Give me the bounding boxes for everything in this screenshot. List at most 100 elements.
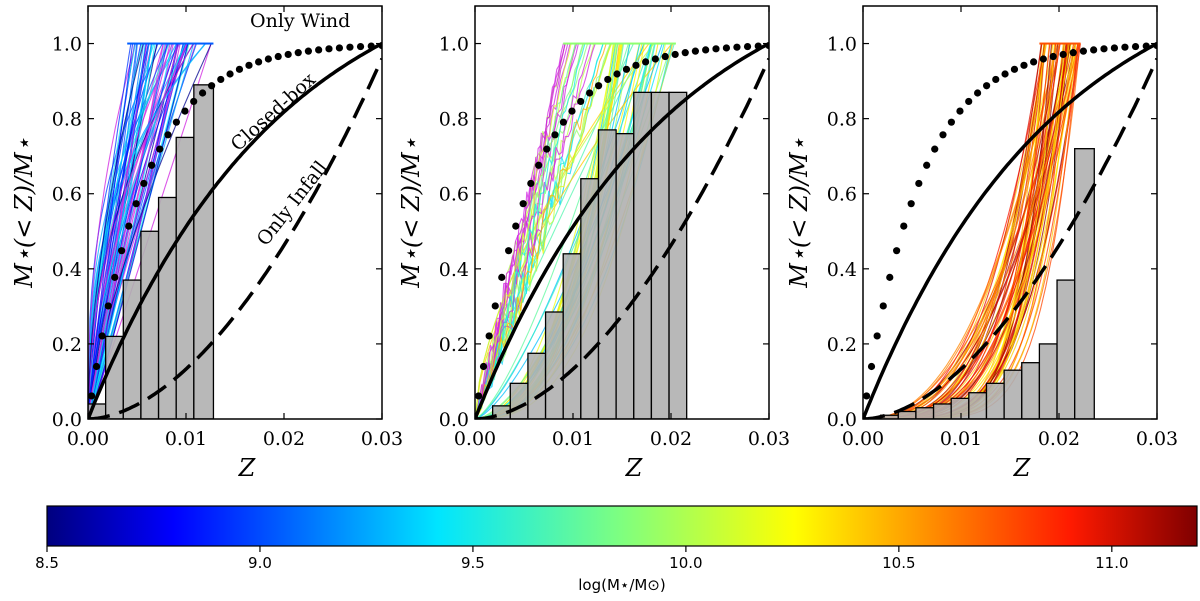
x-axis-title: Z (238, 454, 257, 482)
histogram-bar (615, 133, 635, 419)
histogram-bar (968, 392, 988, 419)
colorbar-tick-label: 9.5 (461, 554, 485, 572)
only-wind-point (983, 82, 991, 90)
only-wind-point (1030, 58, 1038, 66)
histogram-bar (580, 178, 600, 419)
only-wind-point (886, 273, 894, 281)
only-wind-point (893, 247, 901, 255)
only-wind-point (98, 332, 106, 340)
histogram-bar (157, 196, 177, 419)
only-wind-point (88, 392, 96, 400)
only-wind-point (519, 200, 527, 208)
only-wind-point (923, 161, 931, 169)
plot-area (88, 41, 382, 419)
only-wind-point (315, 46, 323, 54)
histogram-bar (1021, 362, 1041, 419)
galaxy-track (475, 43, 645, 419)
only-wind-point (931, 145, 939, 153)
only-wind-point (1131, 42, 1140, 51)
only-wind-point (691, 47, 699, 55)
colorbar-tick-label: 10.5 (882, 554, 915, 572)
only-wind-point (485, 332, 493, 340)
galaxy-track (475, 43, 607, 419)
only-wind-point (356, 42, 365, 51)
only-wind-point (1090, 46, 1098, 54)
only-wind-point (681, 49, 689, 57)
histogram-bar (932, 403, 952, 419)
galaxy-track (88, 43, 144, 419)
y-tick-label: 0.6 (52, 184, 82, 206)
only-infall-curve (88, 57, 382, 419)
axes-frame (87, 5, 383, 420)
histogram-bar (985, 382, 1005, 419)
only-wind-point (712, 45, 720, 53)
histogram-bar (193, 84, 215, 419)
annotation-only-wind: Only Wind (250, 10, 350, 32)
only-wind-point (1001, 70, 1009, 78)
only-wind-point (156, 145, 164, 153)
colorbar-tick-label: 10.0 (669, 554, 702, 572)
galaxy-track (475, 43, 572, 419)
x-tick-label: 0.00 (454, 428, 496, 450)
only-wind-point (1142, 42, 1150, 50)
y-axis-title: M⋆(< Z)/M⋆ (785, 137, 813, 288)
only-wind-point (535, 161, 543, 169)
axes-frame (862, 5, 1158, 420)
only-wind-point (475, 415, 479, 419)
only-wind-point (863, 392, 871, 400)
x-tick-label: 0.03 (748, 428, 790, 450)
only-wind-point (164, 131, 172, 139)
only-wind-point (604, 75, 612, 84)
only-wind-point (613, 70, 621, 78)
y-axis-title: M⋆(< Z)/M⋆ (10, 137, 38, 288)
only-wind-point (181, 107, 189, 115)
y-tick-label: 0.0 (439, 409, 469, 431)
only-wind-point (551, 131, 559, 139)
y-tick-label: 0.2 (52, 334, 82, 356)
only-wind-point (595, 82, 603, 90)
closed-box-curve (475, 41, 769, 419)
axes-frame (474, 5, 770, 420)
track-top-band (1039, 42, 1081, 45)
only-wind-point (1121, 43, 1129, 51)
only-wind-point (325, 45, 333, 53)
only-wind-point (754, 42, 762, 50)
only-wind-point (1049, 52, 1057, 61)
only-wind-point (148, 161, 156, 169)
only-wind-point (172, 118, 180, 126)
galaxy-track (88, 43, 137, 419)
only-wind-point (284, 50, 292, 59)
only-wind-point (505, 247, 513, 255)
galaxy-track (88, 43, 174, 419)
only-wind-point (140, 179, 148, 188)
only-wind-point (1110, 44, 1119, 52)
x-tick-label: 0.02 (263, 428, 305, 450)
y-tick-label: 0.8 (439, 109, 469, 131)
only-wind-point (118, 247, 126, 255)
histogram-bar (562, 253, 582, 419)
x-tick-label: 0.01 (165, 428, 207, 450)
only-wind-point (208, 82, 216, 90)
x-axis-title: Z (625, 454, 644, 482)
y-tick-label: 0.6 (827, 184, 857, 206)
y-tick-label: 0.8 (52, 109, 82, 131)
only-wind-point (264, 55, 272, 63)
only-wind-point (873, 332, 881, 340)
only-wind-point (743, 42, 752, 51)
y-tick-label: 0.0 (827, 409, 857, 431)
only-wind-point (479, 362, 488, 371)
only-infall-curve (475, 57, 769, 419)
galaxy-track (88, 43, 186, 419)
only-wind-point (965, 97, 973, 106)
only-wind-point (498, 273, 506, 281)
only-wind-point (198, 89, 207, 97)
x-tick-label: 0.01 (552, 428, 594, 450)
histogram-bar (1074, 148, 1095, 419)
y-tick-label: 0.6 (439, 184, 469, 206)
only-wind-point (111, 273, 119, 281)
plot-area (475, 41, 769, 419)
panel-middle: 0.00 0.01 0.02 0.03 0.0 0.2 0.4 0.6 0.8 1.0 Z M⋆(< … (397, 5, 790, 482)
only-wind-point (245, 61, 253, 69)
only-wind-point (733, 43, 741, 51)
galaxy-track (88, 43, 186, 419)
